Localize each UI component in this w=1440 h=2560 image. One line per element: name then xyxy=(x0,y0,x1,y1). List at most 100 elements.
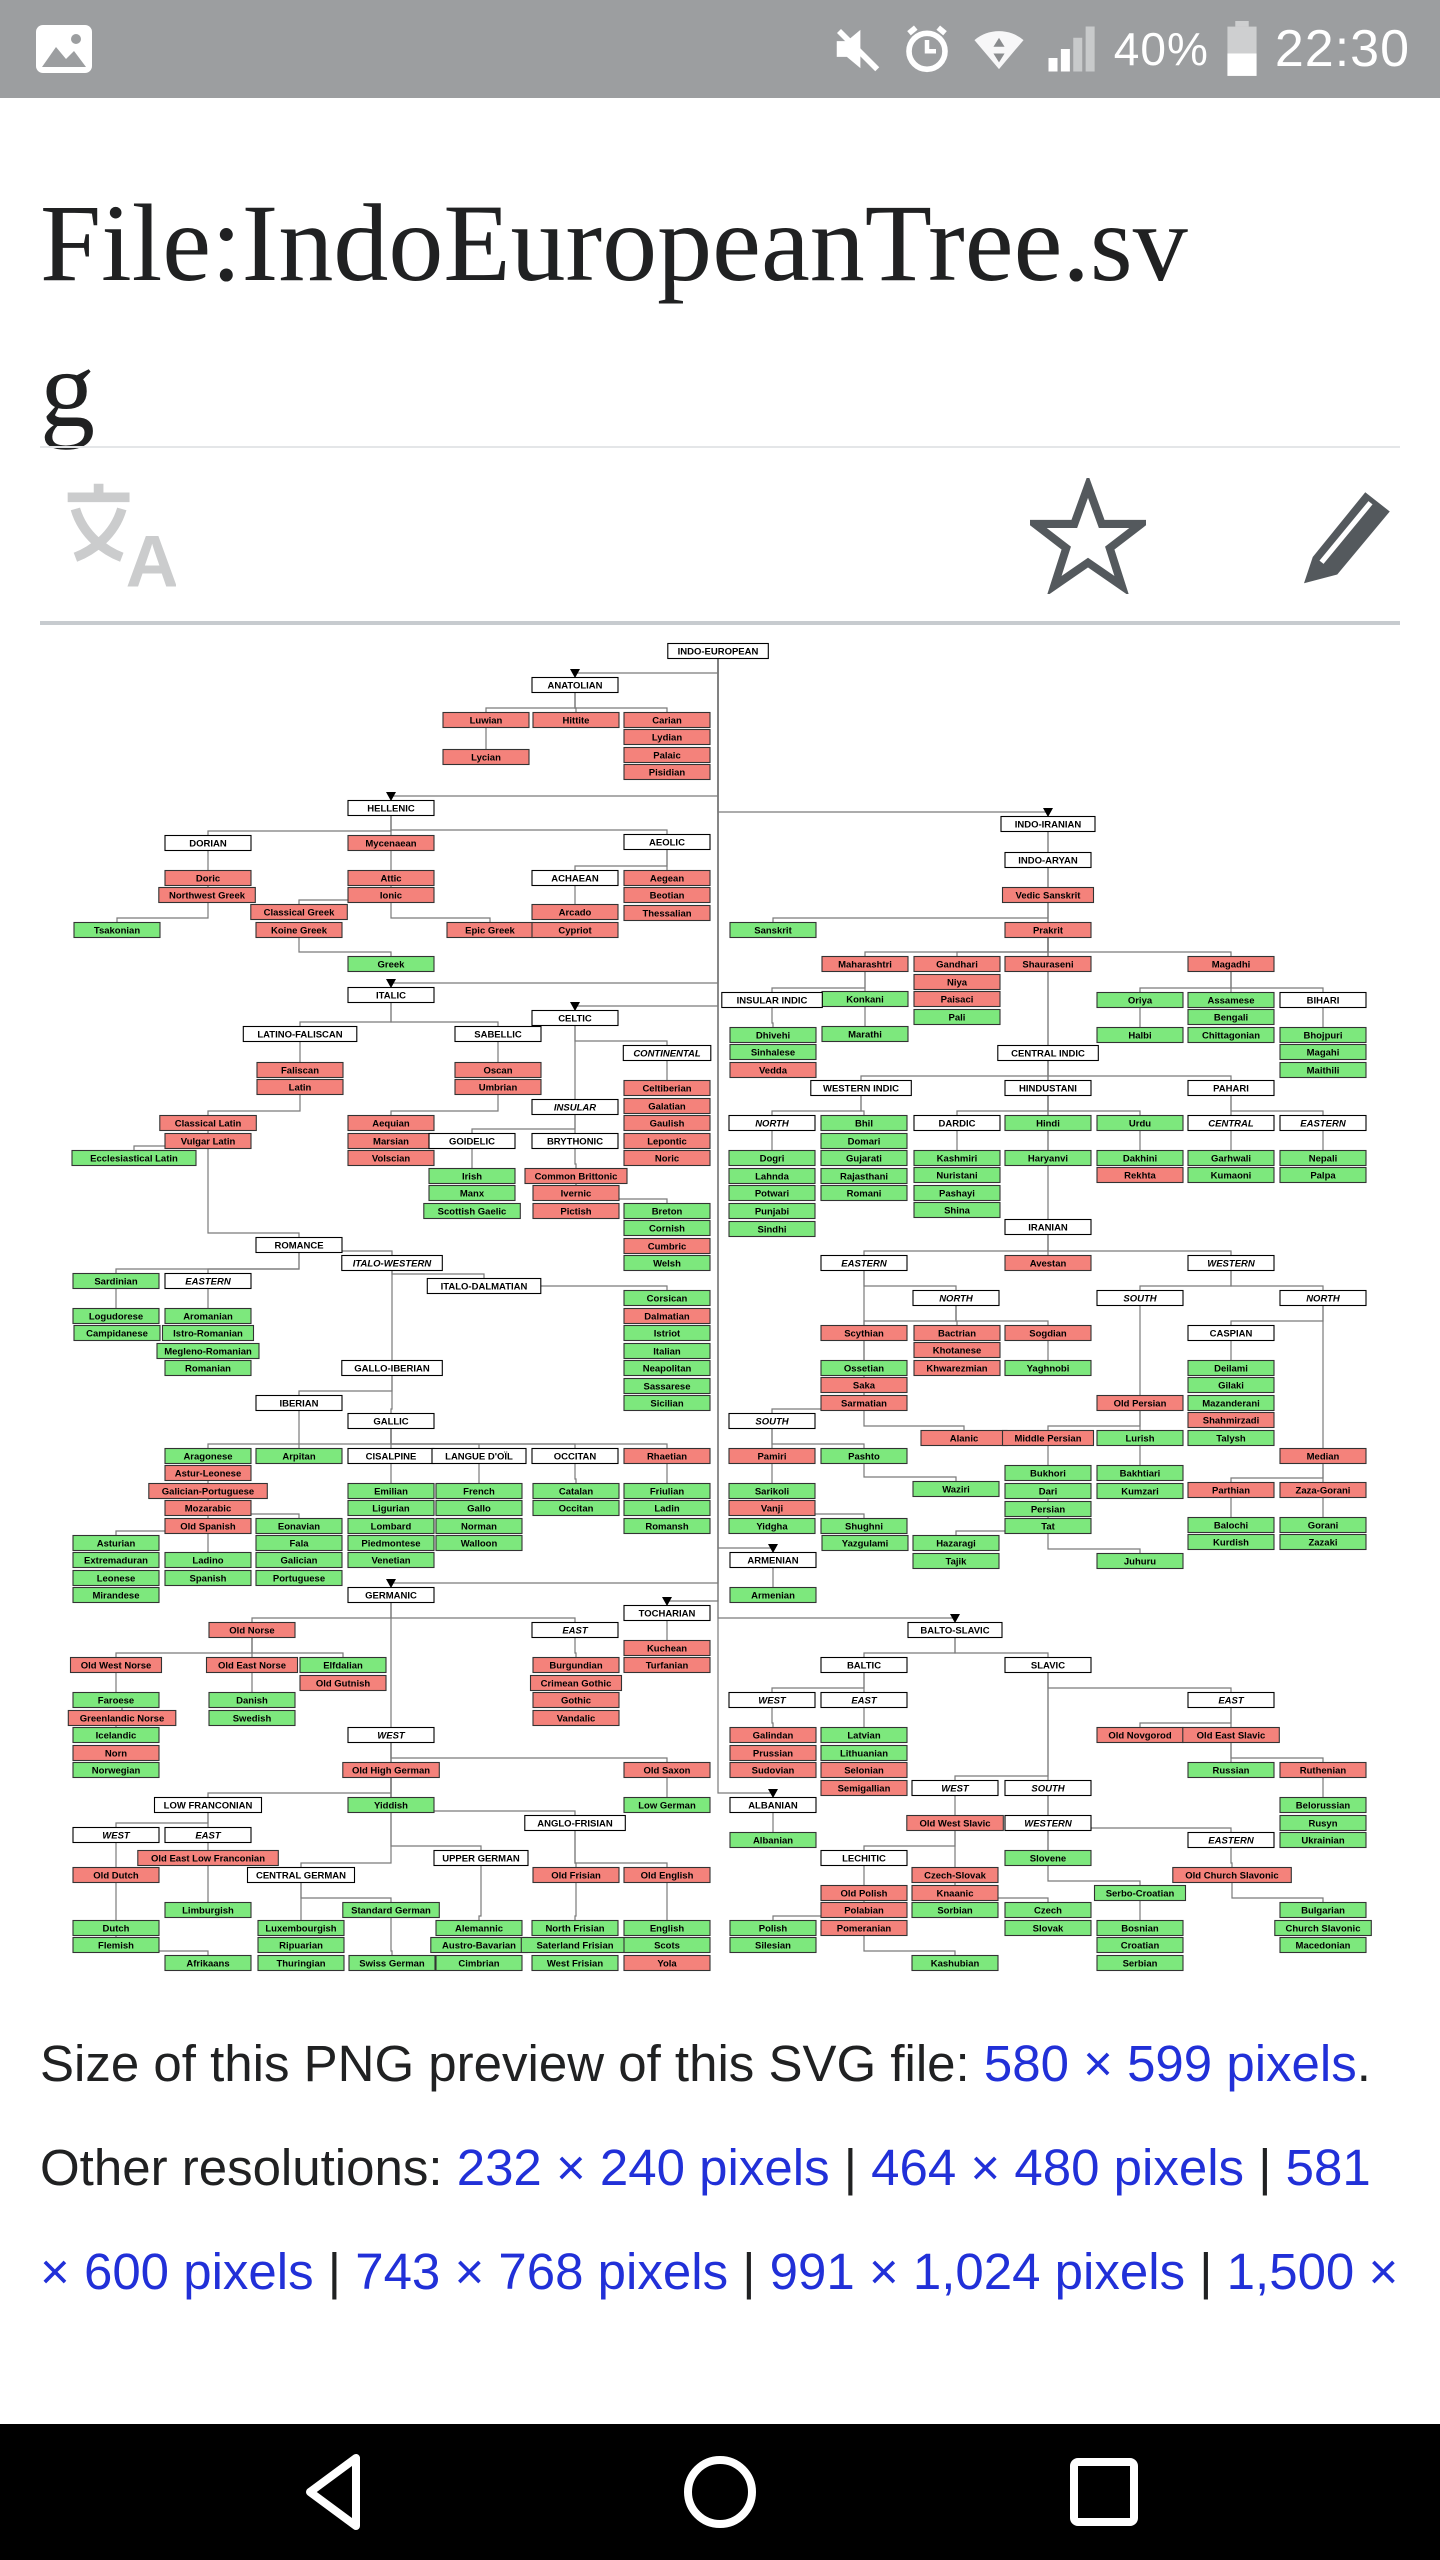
svg-text:Sardinian: Sardinian xyxy=(94,1277,137,1288)
tree-node: Pamiri xyxy=(728,1447,816,1465)
tree-node: Yazgulami xyxy=(821,1534,909,1552)
svg-text:WEST: WEST xyxy=(377,1731,406,1742)
tree-node: Bosnian xyxy=(1096,1919,1184,1937)
tree-node: Scottish Gaelic xyxy=(423,1202,521,1220)
svg-text:Norman: Norman xyxy=(461,1522,497,1533)
svg-text:Astur-Leonese: Astur-Leonese xyxy=(175,1469,242,1480)
svg-text:Aromanian: Aromanian xyxy=(183,1312,233,1323)
svg-text:Semigallian: Semigallian xyxy=(838,1784,891,1795)
svg-text:Urdu: Urdu xyxy=(1129,1119,1151,1130)
tree-node: Marsian xyxy=(347,1132,435,1150)
resolution-link[interactable]: 991 × 1,024 pixels xyxy=(769,2243,1186,2300)
svg-text:Galician-Portuguese: Galician-Portuguese xyxy=(162,1487,254,1498)
tree-node: Yiddish xyxy=(347,1796,435,1814)
tree-node: Gaulish xyxy=(623,1114,711,1132)
tree-node: Mozarabic xyxy=(164,1499,252,1517)
resolution-link[interactable]: 232 × 240 pixels xyxy=(456,2139,830,2196)
tree-node: Thessalian xyxy=(623,904,711,922)
tree-node: Khwarezmian xyxy=(913,1359,1001,1377)
file-preview-image[interactable]: INDO-EUROPEAN ANATOLIAN Luwian Lycian Hittit… xyxy=(56,632,1384,1997)
svg-text:Romansh: Romansh xyxy=(645,1522,688,1533)
tree-node: Bactrian xyxy=(913,1324,1001,1342)
tree-node: ITALIC xyxy=(347,986,435,1004)
svg-text:WESTERN INDIC: WESTERN INDIC xyxy=(823,1084,899,1095)
tree-node: Magahi xyxy=(1279,1043,1367,1061)
resolution-link[interactable]: 743 × 768 pixels xyxy=(355,2243,729,2300)
svg-text:CENTRAL INDIC: CENTRAL INDIC xyxy=(1011,1049,1085,1060)
svg-text:Aegean: Aegean xyxy=(650,874,685,885)
svg-text:Aequian: Aequian xyxy=(372,1119,410,1130)
svg-text:Hittite: Hittite xyxy=(563,716,590,727)
edit-pencil-icon xyxy=(1304,492,1390,584)
tree-node: Carian xyxy=(623,711,711,729)
svg-text:INDO-IRANIAN: INDO-IRANIAN xyxy=(1015,820,1082,831)
tree-node: Avestan xyxy=(1004,1254,1092,1272)
tree-node: Bhil xyxy=(820,1114,908,1132)
tree-node: North Frisian xyxy=(531,1919,619,1937)
svg-text:Beotian: Beotian xyxy=(650,891,685,902)
watch-star-button[interactable] xyxy=(1022,474,1154,599)
edit-button[interactable] xyxy=(1290,478,1402,599)
svg-text:Sudovian: Sudovian xyxy=(752,1766,795,1777)
back-button[interactable] xyxy=(292,2444,388,2545)
tree-node: Alanic xyxy=(920,1429,1008,1447)
tree-node: BALTIC xyxy=(820,1656,908,1674)
tree-node: INDO-ARYAN xyxy=(1004,851,1092,869)
tree-node: Burgundian xyxy=(532,1656,620,1674)
svg-text:WESTERN: WESTERN xyxy=(1024,1819,1073,1830)
tree-node: Knaanic xyxy=(911,1884,999,1902)
tree-node: Kuchean xyxy=(623,1639,711,1657)
svg-text:Kashubian: Kashubian xyxy=(931,1959,980,1970)
tree-node: EAST xyxy=(1187,1691,1275,1709)
language-button[interactable]: A xyxy=(56,478,179,602)
svg-text:Tat: Tat xyxy=(1041,1522,1055,1533)
tree-node: Dutch xyxy=(72,1919,160,1937)
svg-text:ACHAEAN: ACHAEAN xyxy=(551,874,599,885)
tree-node: Aequian xyxy=(347,1114,435,1132)
tree-node: Arcado xyxy=(531,903,619,921)
tree-node: LANGUE D'OÏL xyxy=(431,1447,527,1465)
svg-text:Niya: Niya xyxy=(947,978,968,989)
tree-node: Croatian xyxy=(1096,1936,1184,1954)
svg-text:Persian: Persian xyxy=(1031,1505,1066,1516)
tree-node: CASPIAN xyxy=(1187,1324,1275,1342)
svg-text:Austro-Bavarian: Austro-Bavarian xyxy=(442,1941,516,1952)
resolution-link[interactable]: 580 × 599 pixels xyxy=(983,2035,1357,2092)
tree-node: Serbian xyxy=(1096,1954,1184,1972)
resolution-link[interactable]: 1,500 × xyxy=(1226,2243,1399,2300)
tree-node: CENTRAL INDIC xyxy=(997,1044,1099,1062)
tree-node: Sarikoli xyxy=(728,1482,816,1500)
tree-node: Maithili xyxy=(1279,1061,1367,1079)
resolution-link[interactable]: 581 × 600 pixels xyxy=(40,2139,1371,2300)
tree-node: Mycenaean xyxy=(347,834,435,852)
svg-text:Khotanese: Khotanese xyxy=(933,1346,982,1357)
tree-node: Saka xyxy=(820,1376,908,1394)
resolution-link[interactable]: 464 × 480 pixels xyxy=(871,2139,1245,2196)
svg-text:LOW FRANCONIAN: LOW FRANCONIAN xyxy=(164,1801,253,1812)
svg-text:Nepali: Nepali xyxy=(1309,1154,1338,1165)
tree-node: Mazanderani xyxy=(1187,1394,1275,1412)
tree-node: Sanskrit xyxy=(729,921,817,939)
svg-text:Norn: Norn xyxy=(105,1749,127,1760)
tree-node: Lurish xyxy=(1096,1429,1184,1447)
svg-text:Megleno-Romanian: Megleno-Romanian xyxy=(164,1347,252,1358)
tree-node: ANGLO-FRISIAN xyxy=(524,1814,626,1832)
tree-node: Occitan xyxy=(532,1499,620,1517)
tree-node: Sicilian xyxy=(623,1394,711,1412)
tree-node: GALLO-IBERIAN xyxy=(341,1359,443,1377)
tree-node: Armenian xyxy=(729,1586,817,1604)
svg-text:EAST: EAST xyxy=(562,1626,589,1637)
svg-text:Tajik: Tajik xyxy=(946,1557,968,1568)
svg-text:Ladino: Ladino xyxy=(192,1556,223,1567)
home-button[interactable] xyxy=(672,2444,768,2545)
svg-text:Common Brittonic: Common Brittonic xyxy=(535,1172,618,1183)
svg-text:Lahnda: Lahnda xyxy=(755,1172,789,1183)
recents-button[interactable] xyxy=(1056,2444,1152,2545)
svg-text:Nuristani: Nuristani xyxy=(936,1171,977,1182)
tree-node: Old Church Slavonic xyxy=(1172,1866,1292,1884)
tree-node: SABELLIC xyxy=(454,1025,542,1043)
svg-text:Classical Latin: Classical Latin xyxy=(175,1119,242,1130)
tree-node: Waziri xyxy=(912,1480,1000,1498)
svg-text:Spanish: Spanish xyxy=(190,1574,227,1585)
svg-text:Yazgulami: Yazgulami xyxy=(842,1539,888,1550)
